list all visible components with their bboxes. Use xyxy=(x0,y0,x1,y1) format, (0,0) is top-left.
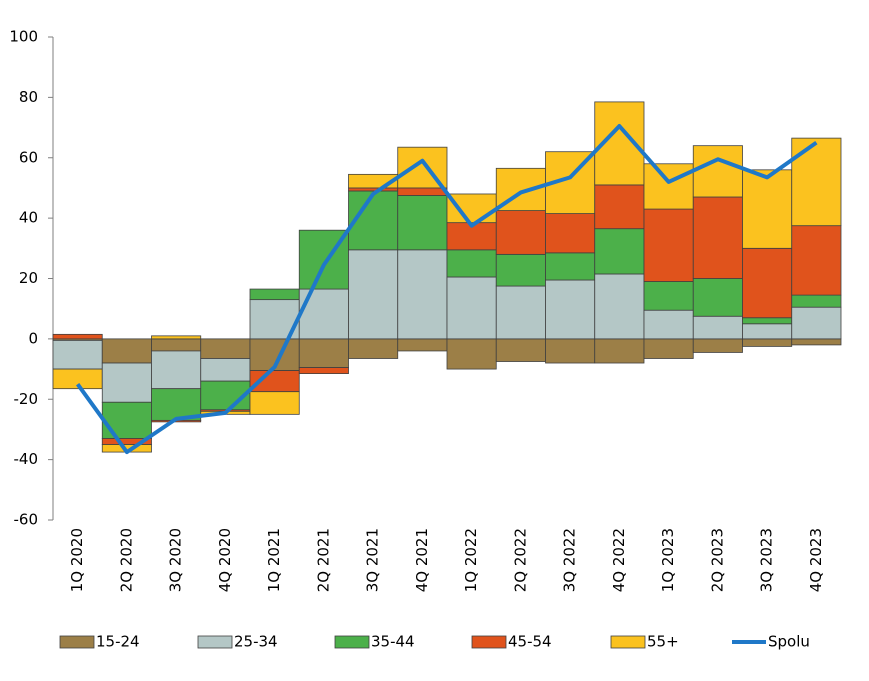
legend-label: Spolu xyxy=(768,633,810,651)
bar xyxy=(446,193,497,224)
y-tick-label: 20 xyxy=(19,269,38,287)
bar xyxy=(249,391,300,415)
bar xyxy=(397,338,448,352)
bar xyxy=(791,306,842,340)
y-tick-label: 100 xyxy=(9,28,38,46)
bar xyxy=(200,358,251,382)
x-tick-label: 2Q 2022 xyxy=(511,528,529,592)
legend-label: 35-44 xyxy=(371,633,415,651)
bar xyxy=(791,338,842,346)
bar xyxy=(742,323,793,340)
bar xyxy=(348,249,399,340)
bar xyxy=(594,184,645,230)
legend-marker xyxy=(197,635,233,649)
y-tick-label: -40 xyxy=(14,450,39,468)
bar xyxy=(594,338,645,364)
x-tick-label: 1Q 2022 xyxy=(462,528,480,592)
bar xyxy=(643,281,694,311)
x-tick-label: 1Q 2020 xyxy=(68,528,86,592)
bar xyxy=(742,338,793,347)
bar xyxy=(643,309,694,340)
bar xyxy=(643,208,694,282)
bar xyxy=(151,338,202,352)
bar xyxy=(101,401,152,439)
bar xyxy=(101,362,152,403)
bar xyxy=(495,253,546,287)
bar xyxy=(692,196,743,279)
legend-label: 55+ xyxy=(647,633,679,651)
bar xyxy=(101,338,152,364)
bar xyxy=(52,339,103,370)
legend-marker xyxy=(610,635,646,649)
bar xyxy=(52,333,103,340)
x-tick-label: 2Q 2023 xyxy=(708,528,726,592)
bar xyxy=(151,335,202,340)
bar xyxy=(545,252,596,281)
legend-label: 25-34 xyxy=(234,633,278,651)
x-tick-label: 1Q 2023 xyxy=(659,528,677,592)
bar xyxy=(791,225,842,296)
legend-marker xyxy=(334,635,370,649)
bar xyxy=(742,247,793,319)
bar xyxy=(495,210,546,255)
y-tick-label: 60 xyxy=(19,148,38,166)
legend-label: 15-24 xyxy=(96,633,140,651)
line xyxy=(76,124,818,455)
y-tick-label: -60 xyxy=(14,511,39,529)
x-tick-label: 4Q 2023 xyxy=(807,528,825,592)
x-tick-label: 3Q 2023 xyxy=(758,528,776,592)
bar xyxy=(791,137,842,227)
x-tick-label: 4Q 2021 xyxy=(413,528,431,592)
bar xyxy=(495,338,546,362)
x-tick-label: 4Q 2022 xyxy=(610,528,628,592)
legend-marker xyxy=(59,635,95,649)
bar xyxy=(446,249,497,278)
bar xyxy=(200,338,251,359)
x-tick-label: 3Q 2021 xyxy=(364,528,382,592)
bar xyxy=(692,315,743,340)
bar xyxy=(692,278,743,317)
bar xyxy=(643,338,694,359)
bar xyxy=(397,249,448,340)
bar xyxy=(594,273,645,340)
x-tick-label: 4Q 2020 xyxy=(216,528,234,592)
bar xyxy=(397,195,448,251)
x-tick-label: 3Q 2022 xyxy=(561,528,579,592)
legend-label: 45-54 xyxy=(508,633,552,651)
bar xyxy=(348,187,399,192)
y-tick-label: -20 xyxy=(14,390,39,408)
bar xyxy=(791,294,842,308)
bar xyxy=(545,338,596,364)
bar xyxy=(397,187,448,196)
x-tick-label: 2Q 2021 xyxy=(314,528,332,592)
bar xyxy=(348,338,399,359)
x-tick-label: 3Q 2020 xyxy=(167,528,185,592)
x-tick-label: 1Q 2021 xyxy=(265,528,283,592)
bar xyxy=(446,338,497,370)
y-tick-label: 80 xyxy=(19,88,38,106)
bar xyxy=(298,338,349,368)
y-tick-label: 0 xyxy=(28,329,38,347)
legend-marker xyxy=(471,635,507,649)
bar xyxy=(151,350,202,390)
y-tick-label: 40 xyxy=(19,209,38,227)
bar xyxy=(298,367,349,374)
bar xyxy=(545,213,596,254)
bar xyxy=(545,279,596,340)
bar xyxy=(742,317,793,325)
bar xyxy=(446,276,497,340)
bar xyxy=(249,288,300,301)
bar xyxy=(742,169,793,249)
bar xyxy=(495,285,546,340)
bar xyxy=(692,338,743,353)
bar xyxy=(643,163,694,210)
bar xyxy=(692,145,743,198)
x-tick-label: 2Q 2020 xyxy=(117,528,135,592)
bar xyxy=(594,228,645,275)
